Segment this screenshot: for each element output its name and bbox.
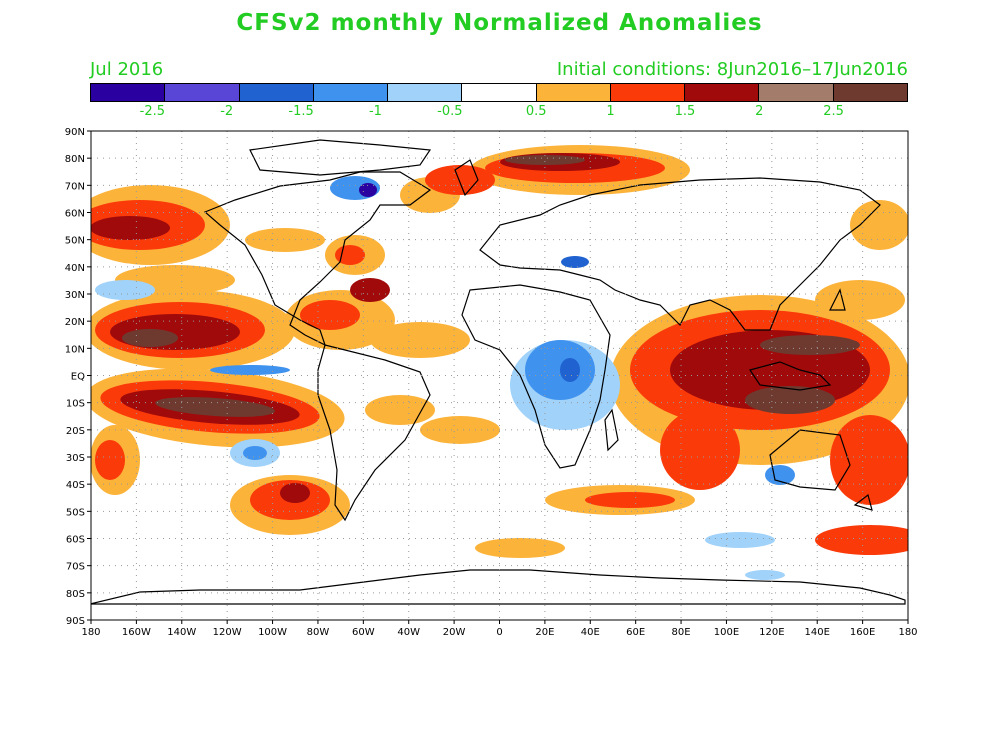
lat-label: 70N bbox=[65, 181, 85, 192]
colorbar bbox=[90, 83, 908, 102]
warm-anomaly-indo-pacific bbox=[610, 280, 908, 505]
forecast-month: Jul 2016 bbox=[90, 59, 164, 80]
lon-label: 180 bbox=[81, 627, 100, 638]
lat-label: 40S bbox=[66, 480, 85, 491]
warm-anomaly-atlantic bbox=[285, 278, 500, 444]
colorbar-label: -1.5 bbox=[288, 104, 314, 119]
lon-label: 60W bbox=[352, 627, 375, 638]
lat-label: 60S bbox=[66, 535, 85, 546]
warm-anomaly-east-pacific bbox=[91, 290, 295, 370]
colorbar-label: 1 bbox=[606, 104, 615, 119]
lat-label: 40N bbox=[65, 263, 85, 274]
lat-label: 20N bbox=[65, 317, 85, 328]
initial-conditions: Initial conditions: 8Jun2016–17Jun2016 bbox=[556, 59, 908, 80]
longitude-labels: 180 160W 140W 120W 100W 80W 60W 40W 20W 0 20E 40E 60… bbox=[81, 627, 917, 638]
latitude-labels: 90N 80N 70N 60N 50N 40N 30N 20N 10N EQ 10S 20S 30S 40… bbox=[65, 127, 85, 627]
colorbar-label: -0.5 bbox=[437, 104, 463, 119]
lat-label: 10S bbox=[66, 399, 85, 410]
anomaly-field bbox=[91, 131, 908, 620]
colorbar-label: 2.5 bbox=[823, 104, 844, 119]
lon-label: 20W bbox=[443, 627, 466, 638]
lon-label: 120W bbox=[213, 627, 242, 638]
warm-anomaly-south-pacific bbox=[91, 368, 345, 448]
lat-label: 20S bbox=[66, 426, 85, 437]
lon-label: 40W bbox=[397, 627, 420, 638]
lon-label: 40E bbox=[581, 627, 600, 638]
lon-label: 100E bbox=[714, 627, 739, 638]
cold-anomaly-misc bbox=[95, 256, 795, 580]
lat-label: 90N bbox=[65, 127, 85, 138]
colorbar-swatch bbox=[239, 84, 314, 101]
lon-label: 80W bbox=[307, 627, 330, 638]
colorbar-label: -1 bbox=[368, 104, 382, 119]
map-title: CFSv2 monthly Normalized Anomalies bbox=[236, 10, 763, 36]
colorbar-swatch bbox=[759, 84, 834, 101]
colorbar-swatch bbox=[685, 84, 760, 101]
lon-label: 160W bbox=[122, 627, 151, 638]
colorbar-label: -2.5 bbox=[139, 104, 166, 119]
colorbar-label: 0.5 bbox=[525, 104, 547, 119]
colorbar-swatch bbox=[462, 84, 537, 101]
colorbar-swatch bbox=[833, 84, 907, 101]
lon-label: 0 bbox=[496, 627, 502, 638]
lat-label: 90S bbox=[66, 616, 85, 627]
colorbar-labels: -2.5 -2 -1.5 -1 -0.5 0.5 1 1.5 2 2.5 bbox=[0, 104, 999, 122]
colorbar-swatch bbox=[165, 84, 240, 101]
lat-label: 80S bbox=[66, 589, 85, 600]
lon-label: 60E bbox=[626, 627, 645, 638]
axis-ticks bbox=[87, 130, 909, 624]
lon-label: 80E bbox=[672, 627, 691, 638]
colorbar-swatch bbox=[610, 84, 686, 101]
lat-label: 50N bbox=[65, 236, 85, 247]
lon-label: 140W bbox=[167, 627, 196, 638]
colorbar-label: 1.5 bbox=[674, 104, 696, 119]
lat-label: EQ bbox=[71, 372, 85, 383]
lat-label: 60N bbox=[65, 209, 85, 220]
lat-label: 80N bbox=[65, 154, 85, 165]
cold-anomaly-east-africa bbox=[510, 340, 620, 430]
lat-label: 70S bbox=[66, 562, 85, 573]
lat-label: 10N bbox=[65, 344, 85, 355]
lon-label: 120E bbox=[759, 627, 784, 638]
lon-label: 20E bbox=[535, 627, 554, 638]
lon-label: 100W bbox=[258, 627, 287, 638]
colorbar-swatch bbox=[313, 84, 389, 101]
warm-anomaly-southeast-pacific bbox=[91, 425, 350, 535]
lat-label: 30N bbox=[65, 290, 85, 301]
colorbar-swatch bbox=[536, 84, 611, 101]
graticule bbox=[91, 131, 908, 620]
cold-anomaly-labrador bbox=[330, 176, 380, 200]
lon-label: 160E bbox=[850, 627, 875, 638]
colorbar-label: 2 bbox=[755, 104, 764, 119]
warm-anomaly-southern-ocean bbox=[475, 485, 908, 558]
lon-label: 140E bbox=[805, 627, 830, 638]
lon-label: 180 bbox=[898, 627, 917, 638]
colorbar-swatch bbox=[388, 84, 463, 101]
warm-anomaly-arctic bbox=[425, 145, 908, 250]
colorbar-swatch bbox=[91, 84, 166, 101]
lat-label: 30S bbox=[66, 453, 85, 464]
colorbar-label: -2 bbox=[220, 104, 234, 119]
lat-label: 50S bbox=[66, 507, 85, 518]
